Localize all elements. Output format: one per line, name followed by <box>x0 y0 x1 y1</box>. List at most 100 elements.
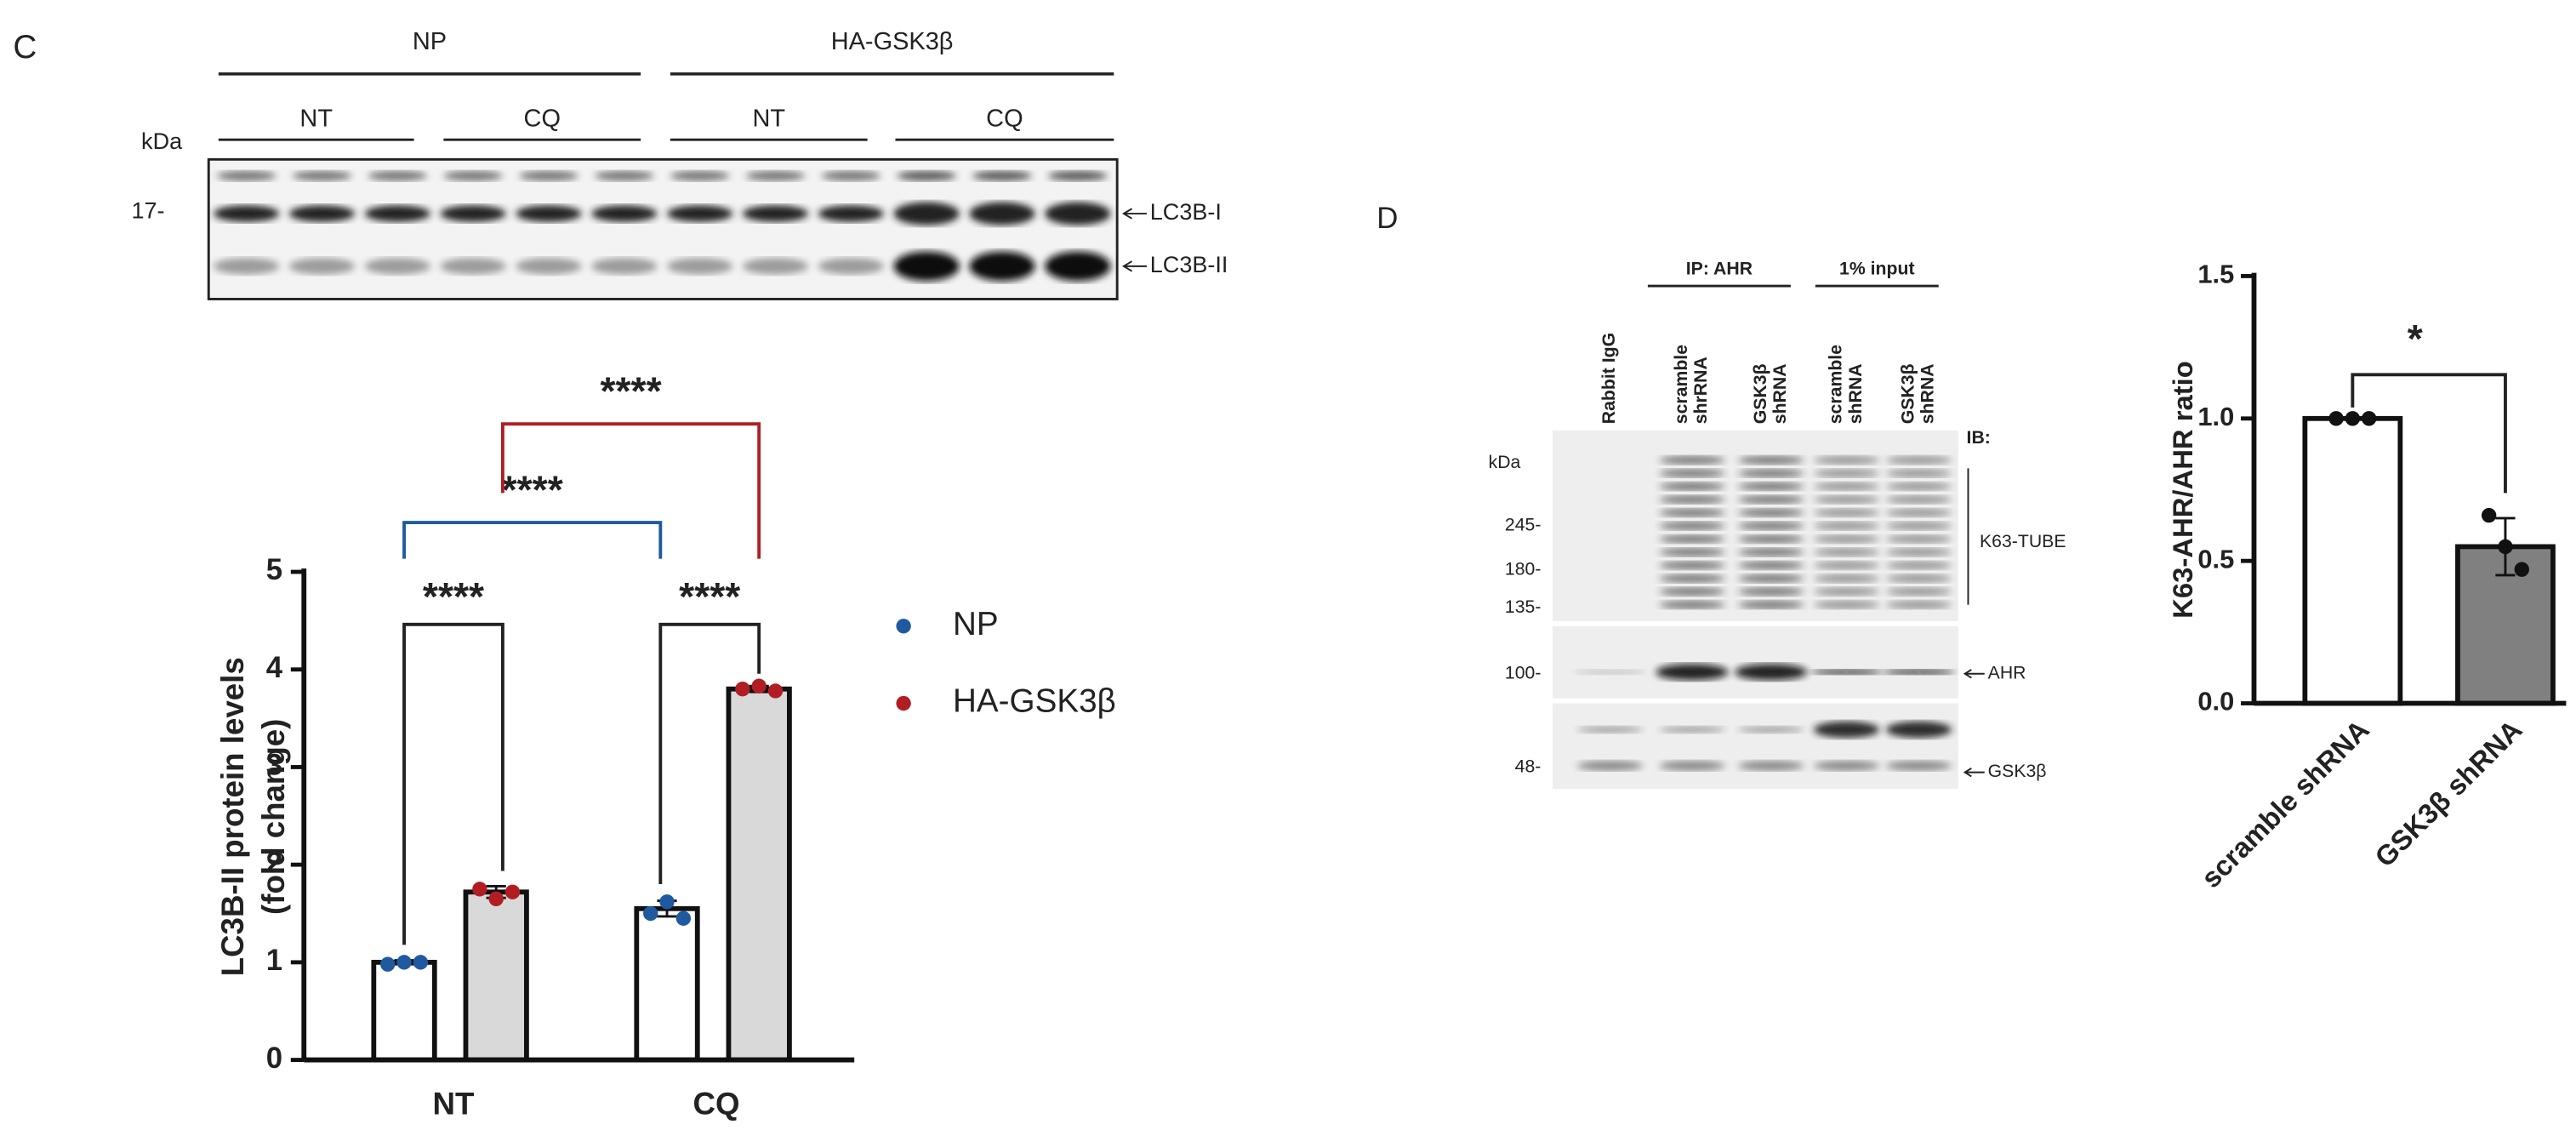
band <box>1045 251 1111 282</box>
band <box>1813 561 1880 570</box>
band <box>1885 455 1952 465</box>
data-point <box>2481 507 2497 523</box>
bar <box>371 959 437 1063</box>
marker-label: 135- <box>1505 597 1542 617</box>
lane-label: shRNA <box>1918 363 1938 424</box>
band-label: LC3B-I <box>1150 199 1222 225</box>
blot-d-gsk <box>1552 703 1958 789</box>
band <box>516 205 582 222</box>
band <box>1738 495 1804 504</box>
band <box>1659 522 1725 530</box>
band <box>1885 721 1952 739</box>
band <box>1738 548 1804 557</box>
arrow <box>1963 767 1985 778</box>
band <box>1738 534 1804 544</box>
significance-label: * <box>2408 317 2423 361</box>
band <box>216 170 276 181</box>
band <box>1885 600 1952 609</box>
band <box>1738 455 1804 465</box>
significance-label: **** <box>679 574 740 619</box>
lane-label: shrRNA <box>1690 357 1711 424</box>
y-axis-label: K63-AHR/AHR ratio <box>2167 361 2198 619</box>
band <box>1738 726 1804 734</box>
marker-label: 100- <box>1505 662 1542 682</box>
data-point <box>767 683 784 699</box>
band <box>1659 469 1725 477</box>
band <box>1738 508 1804 517</box>
bar <box>634 905 700 1063</box>
data-point <box>2498 539 2513 555</box>
legend-label: NP <box>953 606 999 642</box>
lane-label: GSK3β <box>1898 363 1918 424</box>
band <box>1813 721 1880 739</box>
band <box>1885 548 1952 557</box>
data-point <box>2514 562 2529 577</box>
data-point <box>413 955 429 970</box>
blot-c <box>207 157 1119 300</box>
band <box>368 170 428 181</box>
subgroup-label: CQ <box>524 106 561 133</box>
band <box>440 258 506 275</box>
y-axis-label: LC3B-II protein levels <box>215 657 250 976</box>
band <box>1813 534 1880 544</box>
y-tick-label: 3 <box>266 750 282 782</box>
data-point <box>488 891 504 907</box>
data-point <box>751 678 767 694</box>
band <box>1576 726 1644 734</box>
marker-label: 180- <box>1505 559 1542 579</box>
band <box>1738 522 1804 530</box>
band-label: AHR <box>1988 662 2026 682</box>
band <box>1885 469 1952 477</box>
subgroup-label: NT <box>752 106 785 133</box>
band <box>1813 455 1880 465</box>
band <box>1659 495 1725 504</box>
band <box>1813 469 1880 477</box>
band <box>1813 600 1880 609</box>
bar <box>463 889 529 1063</box>
band <box>742 258 809 275</box>
subgroup-label: CQ <box>986 106 1023 133</box>
arrow <box>1122 208 1147 220</box>
band <box>1813 548 1880 557</box>
band <box>1883 669 1956 675</box>
arrow <box>1122 260 1147 272</box>
band <box>364 258 430 275</box>
significance-label: **** <box>502 468 563 512</box>
band-label: GSK3β <box>1988 761 2047 781</box>
data-point <box>380 956 396 972</box>
kda-label: kDa <box>141 128 183 154</box>
band <box>1659 574 1725 583</box>
band <box>1813 587 1880 597</box>
subgroup-label: NT <box>299 106 333 133</box>
band <box>1885 587 1952 597</box>
x-tick-label: scramble shRNA <box>2195 713 2375 893</box>
band <box>443 170 503 181</box>
band <box>667 205 733 222</box>
band <box>516 258 582 275</box>
band <box>364 205 430 222</box>
data-point <box>2345 411 2361 426</box>
ib-label: IB: <box>1967 427 1991 448</box>
data-point <box>504 884 521 899</box>
band <box>1738 561 1804 570</box>
blots <box>207 157 1958 789</box>
band <box>1813 574 1880 583</box>
band <box>1659 482 1725 491</box>
bar <box>726 686 792 1063</box>
x-tick-label: CQ <box>692 1086 739 1121</box>
band <box>595 170 654 181</box>
panel-label: C <box>13 29 37 66</box>
x-tick-label: NT <box>433 1086 475 1121</box>
lane-label: shRNA <box>1770 363 1790 424</box>
significance-bracket <box>402 521 663 559</box>
data-point <box>735 681 750 697</box>
panel-label: D <box>1376 203 1398 235</box>
band-label: K63-TUBE <box>1980 531 2066 551</box>
band <box>1885 508 1952 517</box>
band <box>1810 669 1884 675</box>
band <box>292 170 352 181</box>
band <box>440 205 506 222</box>
lane-label: GSK3β <box>1750 363 1770 424</box>
band <box>1659 726 1725 734</box>
band <box>1659 761 1725 771</box>
